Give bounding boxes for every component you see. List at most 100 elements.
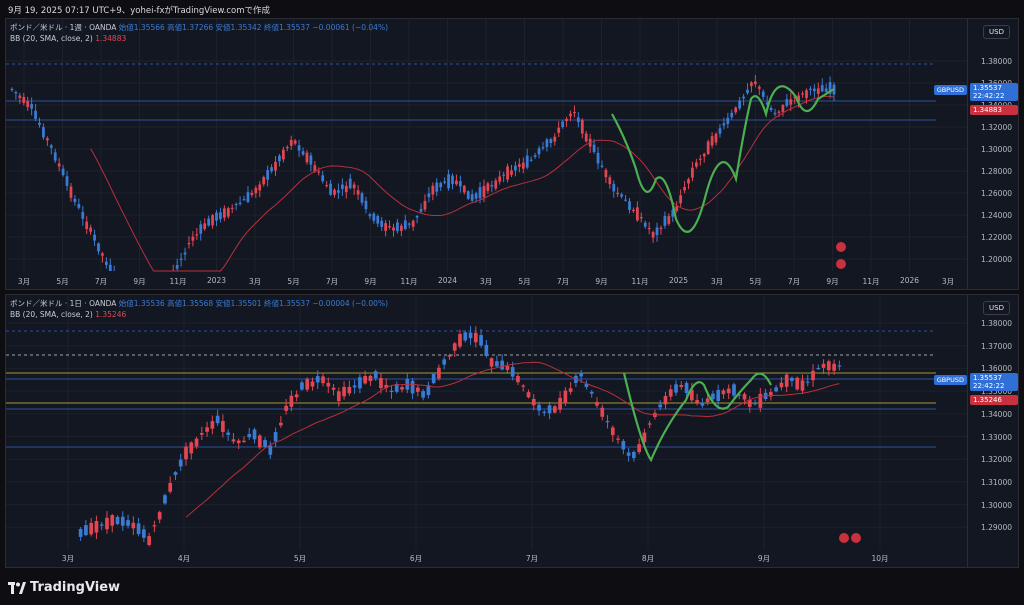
daily-candle-body: [210, 421, 215, 429]
weekly-candle-body: [175, 265, 179, 269]
daily-candle-body: [832, 363, 836, 371]
daily-legend: ポンド／米ドル · 1日 · OANDA 始値1.35536 高値1.35568…: [10, 298, 388, 320]
weekly-candle-body: [474, 193, 478, 199]
daily-candle-body: [837, 365, 842, 367]
daily-candle-body: [563, 390, 568, 404]
weekly-price-axis[interactable]: USD 1.380001.360001.340001.320001.300001…: [967, 19, 1018, 289]
weekly-price-label: 1.22000: [980, 233, 1012, 242]
daily-candle-body: [126, 520, 130, 526]
tradingview-logo-icon: [8, 581, 26, 594]
daily-time-label: 7月: [525, 554, 539, 563]
weekly-candle-body: [199, 224, 203, 234]
weekly-candles-canvas[interactable]: [6, 19, 968, 289]
weekly-time-label: 3月: [710, 277, 724, 286]
weekly-bb-tag: 1.34883: [970, 105, 1018, 115]
weekly-currency-button[interactable]: USD: [983, 25, 1010, 39]
daily-bb-label[interactable]: BB (20, SMA, close, 2): [10, 310, 93, 319]
daily-candle-body: [758, 393, 763, 408]
weekly-candle-body: [777, 111, 781, 113]
weekly-candle-body: [576, 117, 580, 123]
daily-price-label: 1.33000: [980, 432, 1012, 442]
weekly-candle-body: [415, 216, 419, 218]
weekly-candle-body: [69, 186, 73, 198]
weekly-candle-body: [14, 92, 18, 94]
daily-candle-body: [821, 363, 826, 368]
daily-price-axis[interactable]: USD 1.38000 1.37000 1.36000 1.35000 1.34000 1…: [967, 295, 1018, 567]
weekly-price-label: 1.20000: [980, 255, 1012, 264]
weekly-candle-body: [710, 136, 714, 146]
daily-price-label: 1.38000: [980, 319, 1012, 328]
weekly-price-label: 1.24000: [980, 211, 1012, 220]
weekly-time-label: 3月: [479, 277, 493, 286]
weekly-candle-body: [250, 192, 254, 196]
weekly-candle-body: [616, 192, 620, 195]
weekly-candle-body: [203, 223, 207, 229]
daily-price-label: 1.30000: [980, 500, 1012, 510]
weekly-candle-body: [226, 208, 230, 217]
weekly-candle-body: [93, 234, 96, 241]
daily-currency-button[interactable]: USD: [983, 301, 1010, 315]
weekly-time-label: 11月: [862, 277, 880, 286]
daily-candle-body: [811, 370, 815, 381]
daily-candle-body: [178, 459, 183, 467]
daily-candle-body: [305, 378, 310, 390]
weekly-candle-body: [443, 181, 447, 183]
weekly-us-event-icon: [836, 242, 846, 252]
daily-candle-body: [336, 391, 341, 402]
weekly-candle-body: [655, 227, 659, 236]
daily-candle-body: [263, 440, 267, 447]
weekly-candle-body: [801, 93, 804, 95]
daily-candle-body: [310, 381, 315, 387]
weekly-candle-body: [533, 155, 537, 157]
daily-candles-canvas[interactable]: [6, 295, 968, 567]
weekly-candle-body: [301, 151, 305, 155]
weekly-candle-body: [191, 236, 195, 241]
daily-price-label: 1.37000: [980, 341, 1012, 351]
daily-candle-body: [521, 385, 526, 387]
weekly-candle-body: [718, 128, 722, 134]
daily-candle-body: [131, 522, 136, 529]
daily-candle-body: [616, 438, 620, 440]
weekly-candle-body: [348, 178, 352, 189]
daily-candle-body: [452, 343, 457, 351]
weekly-time-label: 9月: [364, 277, 377, 286]
daily-candle-body: [252, 429, 257, 440]
weekly-candle-body: [565, 118, 568, 122]
weekly-time-label: 2023: [206, 276, 227, 285]
daily-candle-body: [479, 335, 483, 346]
weekly-candle-body: [549, 139, 553, 143]
daily-candle-body: [542, 411, 547, 413]
daily-candle-body: [147, 536, 151, 545]
daily-candle-body: [468, 332, 473, 339]
weekly-candle-body: [561, 121, 565, 128]
weekly-candle-body: [423, 200, 427, 210]
weekly-bb-label[interactable]: BB (20, SMA, close, 2): [10, 34, 93, 43]
daily-time-label: 6月: [409, 554, 423, 563]
daily-candle-body: [489, 358, 494, 367]
daily-candle-body: [805, 381, 810, 383]
weekly-candle-body: [773, 112, 777, 115]
weekly-candle-body: [604, 169, 608, 178]
daily-ohlc: 始値1.35536 高値1.35568 安値1.35501 終値1.35537 …: [118, 299, 389, 308]
daily-price-label: 1.29000: [980, 523, 1012, 533]
weekly-time-label: 9月: [595, 277, 608, 286]
tradingview-logo[interactable]: TradingView: [8, 580, 120, 595]
weekly-candle-body: [187, 242, 191, 245]
daily-candle-body: [431, 373, 436, 384]
weekly-candle-body: [734, 107, 738, 113]
weekly-candle-body: [722, 123, 726, 126]
weekly-candle-body: [635, 207, 639, 221]
weekly-pattern-annotation: [611, 85, 835, 233]
weekly-candle-body: [675, 206, 679, 211]
daily-candle-body: [637, 444, 641, 453]
weekly-candle-body: [667, 216, 671, 224]
weekly-candle-body: [706, 141, 710, 154]
weekly-candle-body: [545, 139, 549, 147]
weekly-time-label: 5月: [287, 277, 300, 286]
weekly-candle-body: [53, 152, 57, 161]
weekly-chart-pane[interactable]: ポンド／米ドル · 1週 · OANDA 始値1.35566 高値1.37266…: [5, 18, 1019, 290]
weekly-candle-body: [584, 133, 588, 142]
weekly-candle-body: [285, 146, 289, 149]
daily-chart-pane[interactable]: ポンド／米ドル · 1日 · OANDA 始値1.35536 高値1.35568…: [5, 294, 1019, 568]
daily-candle-body: [516, 375, 520, 383]
